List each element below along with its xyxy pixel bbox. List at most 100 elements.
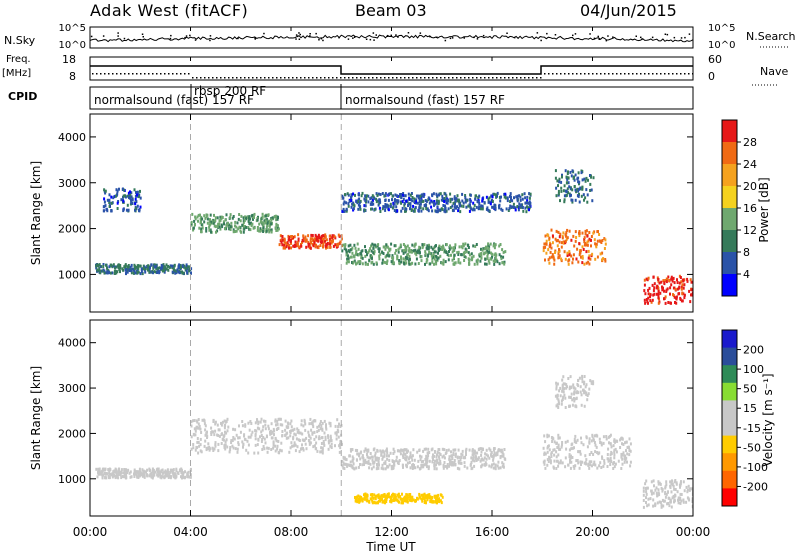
velocity-panel-background (90, 320, 693, 516)
velocity-scatter-point (256, 426, 259, 430)
power-scatter-point (387, 198, 390, 202)
power-scatter-point (644, 292, 647, 296)
power-scatter-point (114, 194, 117, 198)
velocity-scatter-point (234, 428, 237, 432)
velocity-scatter-point (204, 439, 207, 443)
velocity-scatter-point (376, 448, 379, 452)
power-scatter-point (235, 225, 238, 229)
velocity-scatter-point (401, 492, 403, 496)
velocity-scatter-point (393, 461, 395, 465)
power-scatter-point (459, 261, 462, 265)
power-scatter-point (119, 264, 122, 267)
velocity-scatter-point (308, 440, 311, 444)
power-scatter-point (481, 248, 484, 252)
power-scatter-point (418, 197, 421, 201)
velocity-scatter-point (690, 487, 693, 491)
power-scatter-point (167, 268, 170, 272)
nave-point (376, 77, 378, 79)
velocity-scatter-point (276, 447, 279, 451)
velocity-scatter-point (117, 473, 120, 476)
power-scatter-point (487, 200, 490, 204)
colorbar-swatch (722, 453, 737, 472)
velocity-scatter-point (592, 438, 595, 442)
velocity-scatter-point (300, 447, 303, 451)
power-scatter-point (427, 198, 430, 202)
velocity-scatter-point (210, 431, 213, 434)
velocity-scatter-point (366, 455, 369, 459)
velocity-scatter-point (289, 446, 292, 450)
velocity-scatter-point (543, 459, 546, 463)
velocity-scatter-point (291, 444, 294, 448)
power-scatter-point (426, 244, 429, 248)
velocity-scatter-point (561, 385, 564, 389)
power-scatter-point (386, 253, 389, 257)
power-scatter-point (491, 255, 493, 259)
velocity-scatter-point (121, 475, 124, 478)
velocity-scatter-point (220, 442, 223, 445)
power-scatter-point (358, 197, 361, 201)
power-scatter-point (397, 250, 400, 254)
power-scatter-point (525, 210, 528, 214)
velocity-scatter-point (547, 434, 550, 438)
power-scatter-point (278, 243, 281, 247)
velocity-scatter-point (156, 467, 159, 471)
power-scatter-point (438, 247, 441, 251)
velocity-scatter-point (319, 420, 322, 423)
power-scatter-point (108, 265, 111, 269)
velocity-scatter-point (621, 457, 624, 461)
power-scatter-point (552, 255, 555, 259)
power-scatter-point (437, 199, 440, 203)
power-scatter-point (415, 257, 418, 261)
power-scatter-point (267, 213, 270, 217)
velocity-scatter-point (576, 438, 579, 442)
power-scatter-point (560, 180, 563, 184)
velocity-scatter-point (380, 453, 383, 457)
nsearch-point (605, 39, 608, 42)
power-scatter-point (643, 289, 646, 293)
nave-point (408, 77, 410, 79)
nsearch-point (170, 34, 172, 37)
velocity-scatter-point (479, 447, 482, 451)
power-scatter-point (404, 248, 407, 252)
power-scatter-point (369, 197, 372, 201)
power-scatter-point (203, 214, 206, 218)
velocity-scatter-point (226, 445, 229, 449)
nave-point (636, 73, 638, 75)
power-scatter-point (496, 191, 499, 195)
velocity-scatter-point (329, 436, 332, 440)
nsearch-point (209, 39, 211, 42)
power-scatter-point (225, 223, 228, 227)
power-scatter-point (312, 238, 314, 242)
power-scatter-point (509, 204, 512, 208)
velocity-scatter-point (394, 498, 397, 502)
velocity-scatter-point (406, 499, 409, 503)
velocity-scatter-point (419, 467, 422, 470)
power-scatter-point (652, 289, 655, 293)
colorbar-swatch (722, 347, 737, 366)
power-scatter-point (451, 258, 454, 262)
velocity-scatter-point (397, 495, 400, 499)
power-scatter-point (186, 271, 189, 275)
velocity-scatter-point (447, 448, 450, 452)
velocity-scatter-point (662, 504, 665, 508)
power-scatter-point (653, 292, 656, 296)
velocity-scatter-point (387, 492, 390, 496)
velocity-scatter-point (433, 454, 436, 458)
power-scatter-point (331, 236, 334, 240)
power-scatter-point (590, 235, 593, 238)
velocity-scatter-point (474, 457, 477, 461)
power-scatter-point (591, 252, 594, 256)
velocity-scatter-point (389, 499, 392, 503)
power-scatter-point (528, 206, 531, 210)
power-scatter-point (481, 199, 484, 203)
power-scatter-point (139, 189, 141, 193)
nave-point (556, 73, 558, 75)
nave-point (192, 77, 194, 79)
power-scatter-point (351, 251, 354, 255)
power-scatter-point (653, 286, 656, 290)
power-scatter-point (290, 241, 292, 245)
velocity-scatter-point (581, 460, 584, 464)
power-scatter-point (444, 260, 447, 264)
colorbar-tick-label: 100 (743, 363, 764, 376)
power-scatter-point (243, 227, 246, 231)
